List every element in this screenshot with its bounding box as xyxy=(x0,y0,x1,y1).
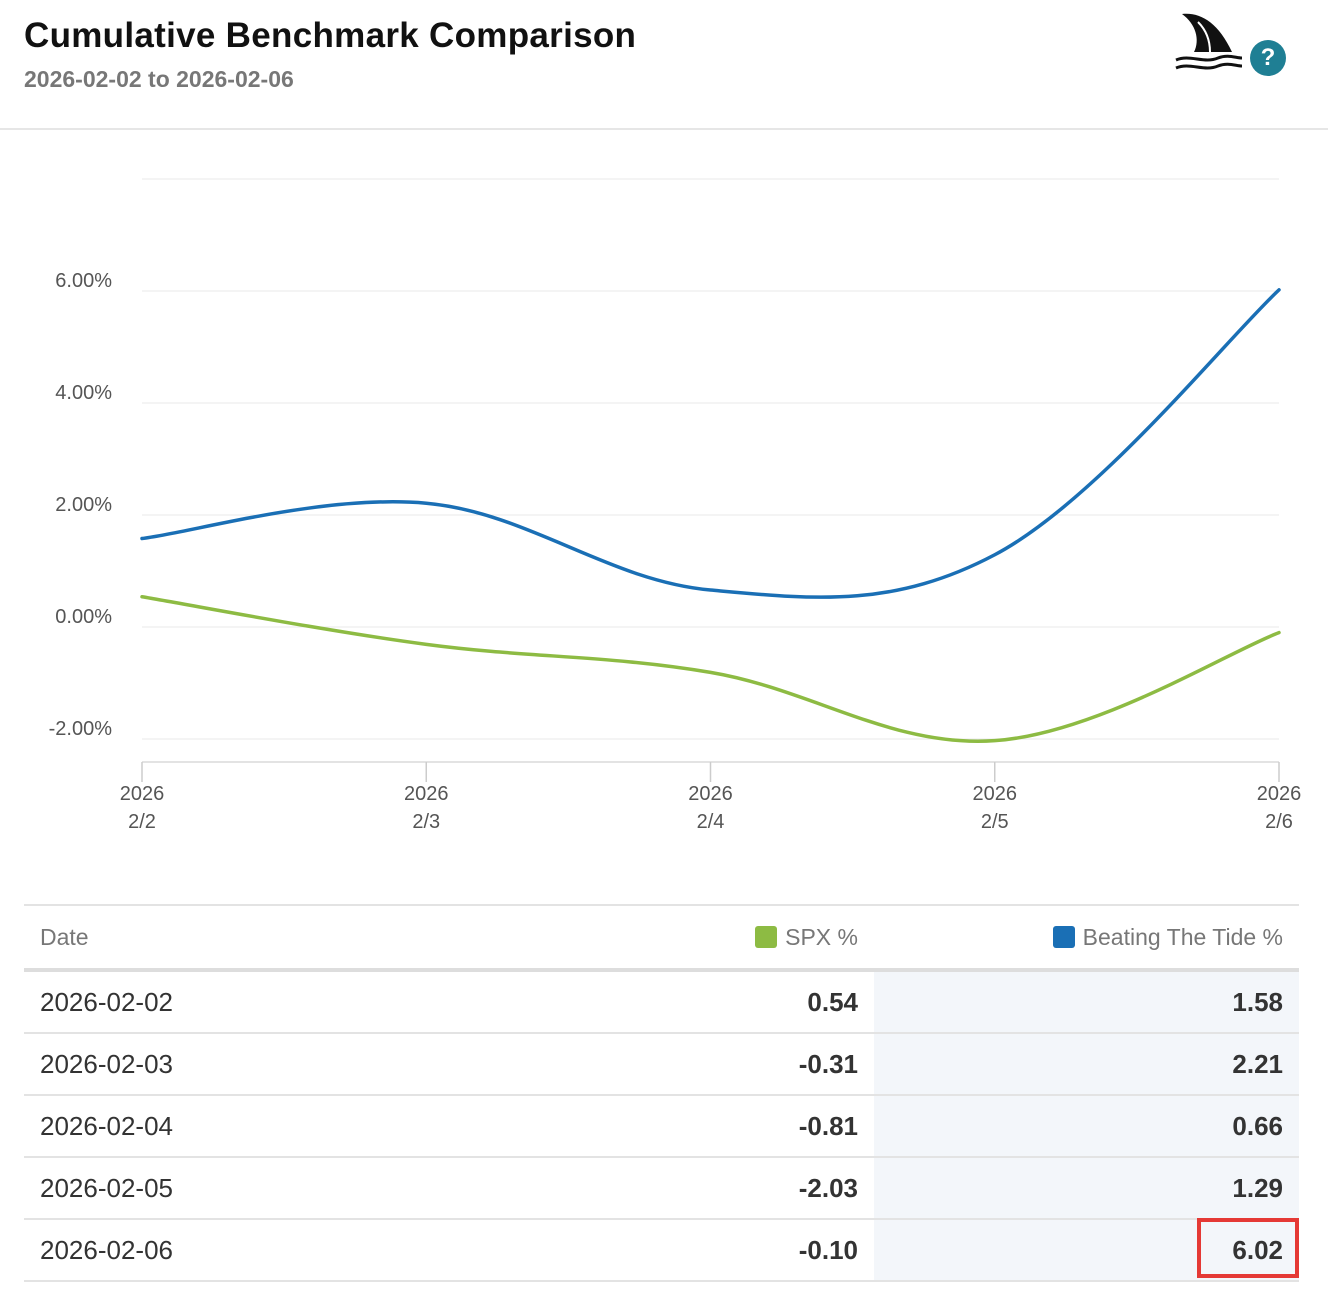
y-tick-label: -2.00% xyxy=(49,718,113,740)
cell-btt: 1.58 xyxy=(1232,987,1283,1017)
btt-cell-background xyxy=(874,1220,1299,1280)
shark-fin-logo-icon xyxy=(1175,13,1243,70)
cell-btt: 6.02 xyxy=(1232,1235,1283,1265)
series-line-btt xyxy=(140,288,1281,599)
y-tick-label: 0.00% xyxy=(55,606,112,628)
cell-btt: 2.21 xyxy=(1232,1049,1283,1079)
cell-date: 2026-02-02 xyxy=(40,987,173,1017)
spx-swatch xyxy=(755,926,778,948)
line-chart: -2.00% 0.00% 2.00% 4.00% 6.00% 2026 2/2 2026 2/3… xyxy=(49,178,1302,833)
btt-swatch xyxy=(1052,926,1075,948)
column-header-spx[interactable]: SPX % xyxy=(755,924,858,951)
column-header-date[interactable]: Date xyxy=(40,924,89,950)
help-button[interactable]: ? xyxy=(1250,40,1286,76)
cell-spx: -2.03 xyxy=(798,1173,858,1203)
x-tick-label-date: 2/2 xyxy=(128,811,156,833)
x-tick-label-year: 2026 xyxy=(688,783,733,805)
cell-date: 2026-02-03 xyxy=(40,1049,173,1079)
cell-spx: -0.81 xyxy=(798,1111,858,1141)
header: Cumulative Benchmark Comparison 2026-02-… xyxy=(0,0,1328,130)
y-tick-label: 4.00% xyxy=(55,382,112,404)
x-tick-label-year: 2026 xyxy=(973,783,1018,805)
table-body: 2026-02-02 0.54 1.58 2026-02-03 -0.31 2.21 202… xyxy=(24,972,1299,1282)
cell-btt: 0.66 xyxy=(1232,1111,1283,1141)
x-tick-label-year: 2026 xyxy=(1257,783,1302,805)
series-line-spx xyxy=(140,595,1281,744)
x-tick-label-date: 2/4 xyxy=(697,811,725,833)
cell-spx: -0.10 xyxy=(798,1235,858,1265)
page-title: Cumulative Benchmark Comparison xyxy=(24,16,637,55)
cell-spx: -0.31 xyxy=(798,1049,858,1079)
cell-btt: 1.29 xyxy=(1232,1173,1283,1203)
x-tick-label-year: 2026 xyxy=(120,783,165,805)
cell-spx: 0.54 xyxy=(807,987,858,1017)
cell-date: 2026-02-06 xyxy=(40,1235,173,1265)
x-tick-label-date: 2/6 xyxy=(1265,811,1293,833)
column-header-btt[interactable]: Beating The Tide % xyxy=(1052,924,1283,951)
cell-date: 2026-02-05 xyxy=(40,1173,173,1203)
table-row: 2026-02-02 0.54 1.58 xyxy=(24,972,1299,1034)
x-tick-label-date: 2/3 xyxy=(412,811,440,833)
column-header-btt-label: Beating The Tide % xyxy=(1082,924,1283,950)
highlight-box xyxy=(1197,1218,1299,1278)
date-range-subtitle: 2026-02-02 to 2026-02-06 xyxy=(24,66,294,92)
cell-date: 2026-02-04 xyxy=(40,1111,173,1141)
table-row: 2026-02-06 -0.10 6.02 xyxy=(24,1218,1299,1282)
y-tick-label: 6.00% xyxy=(55,270,112,292)
table-row: 2026-02-04 -0.81 0.66 xyxy=(24,1096,1299,1158)
benchmark-table: Date SPX % Beating The Tide % 2026-02-02… xyxy=(24,904,1299,1282)
btt-cell-background xyxy=(874,1034,1299,1094)
btt-cell-background xyxy=(874,1096,1299,1156)
table-row: 2026-02-03 -0.31 2.21 xyxy=(24,1034,1299,1096)
table-row: 2026-02-05 -2.03 1.29 xyxy=(24,1158,1299,1220)
btt-cell-background xyxy=(874,1158,1299,1218)
x-tick-label-date: 2/5 xyxy=(981,811,1009,833)
column-header-spx-label: SPX % xyxy=(785,924,858,950)
y-tick-label: 2.00% xyxy=(55,494,112,516)
btt-cell-background xyxy=(874,972,1299,1032)
x-tick-label-year: 2026 xyxy=(404,783,449,805)
table-header: Date SPX % Beating The Tide % xyxy=(24,906,1299,972)
